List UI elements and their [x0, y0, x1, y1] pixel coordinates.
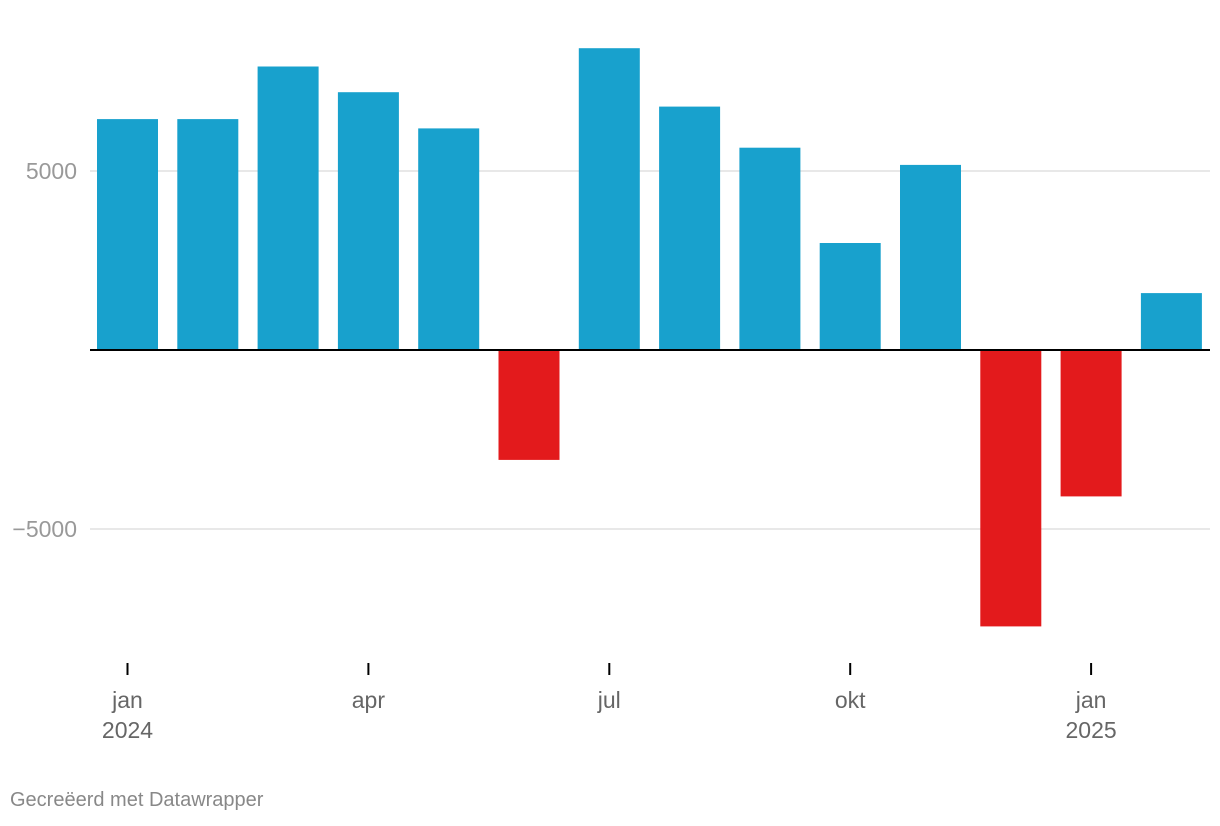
bar-6	[498, 350, 560, 460]
y-axis-tick-labels: 5000 −5000	[12, 158, 77, 542]
x-tick-year-label-0: 2024	[102, 717, 153, 743]
bar-1	[97, 119, 158, 350]
bar-14	[1140, 293, 1202, 350]
x-tick-label-4: jan	[1075, 687, 1107, 713]
bar-12	[980, 350, 1042, 627]
y-tick-label-1: −5000	[12, 516, 77, 542]
x-axis: jan 2024 apr jul okt jan 2025	[102, 663, 1117, 743]
x-tick-label-1: apr	[352, 687, 386, 713]
bar-10	[819, 243, 881, 350]
bar-13	[1060, 350, 1122, 497]
bar-11	[900, 164, 961, 350]
bar-9	[739, 147, 801, 350]
y-tick-label-0: 5000	[26, 158, 77, 184]
x-tick-label-0: jan	[111, 687, 143, 713]
bar-4	[337, 92, 399, 350]
bar-5	[418, 128, 480, 350]
x-tick-label-2: jul	[597, 687, 621, 713]
bars	[97, 48, 1202, 627]
x-tick-year-label-4: 2025	[1066, 717, 1117, 743]
bar-7	[578, 48, 640, 350]
bar-2	[177, 119, 239, 350]
x-tick-label-3: okt	[835, 687, 866, 713]
credit-text: Gecreëerd met Datawrapper	[10, 789, 264, 811]
bar-8	[659, 106, 721, 350]
bar-3	[257, 66, 319, 350]
